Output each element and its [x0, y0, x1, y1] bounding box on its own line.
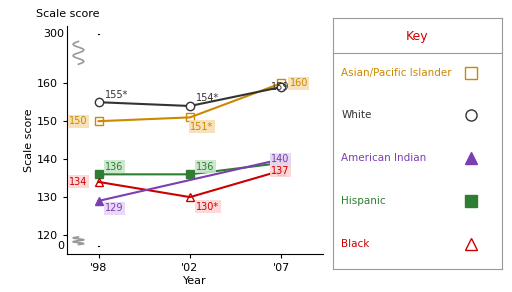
Y-axis label: Scale score: Scale score — [24, 108, 34, 172]
Text: American Indian: American Indian — [341, 153, 426, 163]
Text: 150: 150 — [69, 116, 88, 126]
Text: 140: 140 — [271, 154, 290, 164]
Text: Black: Black — [341, 239, 370, 248]
Text: 300: 300 — [43, 29, 64, 39]
Text: 154*: 154* — [197, 93, 220, 103]
Text: Asian/Pacific Islander: Asian/Pacific Islander — [341, 68, 452, 78]
Text: White: White — [341, 110, 372, 121]
Text: Key: Key — [406, 30, 429, 43]
Text: 159: 159 — [271, 82, 290, 92]
Text: 151*: 151* — [190, 122, 213, 132]
Text: 136: 136 — [105, 162, 123, 172]
X-axis label: Year: Year — [183, 276, 206, 286]
Text: Scale score: Scale score — [36, 9, 99, 19]
Text: Hispanic: Hispanic — [341, 196, 386, 206]
Text: 136: 136 — [197, 162, 215, 172]
Text: 155*: 155* — [105, 90, 129, 100]
Text: 137: 137 — [271, 166, 290, 175]
Text: 130*: 130* — [197, 201, 220, 212]
Text: 129: 129 — [105, 204, 123, 213]
Text: 134: 134 — [69, 177, 88, 187]
Text: 139: 139 — [271, 158, 290, 168]
Text: 160: 160 — [290, 78, 308, 88]
Text: 0: 0 — [57, 241, 64, 251]
